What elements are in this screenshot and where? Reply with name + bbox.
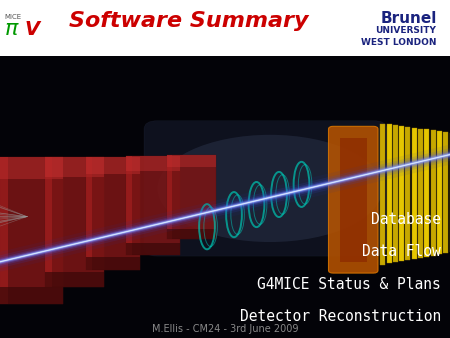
Ellipse shape — [158, 135, 382, 242]
Text: WEST LONDON: WEST LONDON — [361, 39, 436, 47]
Bar — [437, 131, 442, 255]
Text: Software Summary: Software Summary — [69, 11, 309, 31]
Bar — [166, 154, 172, 239]
Text: Data Flow: Data Flow — [362, 244, 441, 260]
Bar — [418, 128, 423, 258]
Bar — [380, 123, 385, 265]
FancyBboxPatch shape — [144, 121, 387, 256]
Text: $\pi$: $\pi$ — [4, 19, 20, 39]
Bar — [387, 124, 392, 264]
Text: Detector Reconstruction: Detector Reconstruction — [240, 309, 441, 324]
Text: MICE: MICE — [4, 14, 22, 20]
Bar — [45, 158, 104, 177]
Bar — [424, 129, 429, 257]
Bar — [0, 158, 63, 304]
Bar — [393, 125, 398, 262]
Text: M.Ellis - CM24 - 3rd June 2009: M.Ellis - CM24 - 3rd June 2009 — [152, 324, 298, 334]
Bar — [0, 158, 8, 304]
Bar — [45, 272, 104, 287]
Bar — [45, 158, 52, 287]
Bar — [166, 229, 216, 239]
FancyBboxPatch shape — [328, 126, 378, 273]
Bar — [166, 154, 216, 167]
Bar — [126, 156, 180, 255]
Text: G4MICE Status & Plans: G4MICE Status & Plans — [257, 277, 441, 292]
Bar — [126, 156, 132, 255]
Bar — [86, 158, 92, 270]
Bar — [86, 158, 140, 270]
FancyBboxPatch shape — [144, 121, 387, 256]
Bar — [0, 158, 63, 179]
Bar — [86, 257, 140, 270]
Bar — [166, 154, 216, 239]
Bar — [399, 126, 404, 261]
Bar — [412, 128, 417, 259]
Bar — [86, 158, 140, 174]
FancyBboxPatch shape — [340, 138, 367, 262]
Bar — [443, 132, 448, 254]
Text: V: V — [25, 20, 40, 39]
Bar — [126, 243, 180, 255]
Bar — [45, 158, 104, 287]
Bar — [0, 287, 63, 304]
Ellipse shape — [158, 135, 382, 242]
Text: Brunel: Brunel — [380, 11, 436, 26]
Bar — [405, 127, 410, 260]
Text: Database: Database — [371, 212, 441, 227]
Text: UNIVERSITY: UNIVERSITY — [376, 26, 436, 35]
Bar — [126, 156, 180, 171]
Bar — [431, 130, 436, 256]
